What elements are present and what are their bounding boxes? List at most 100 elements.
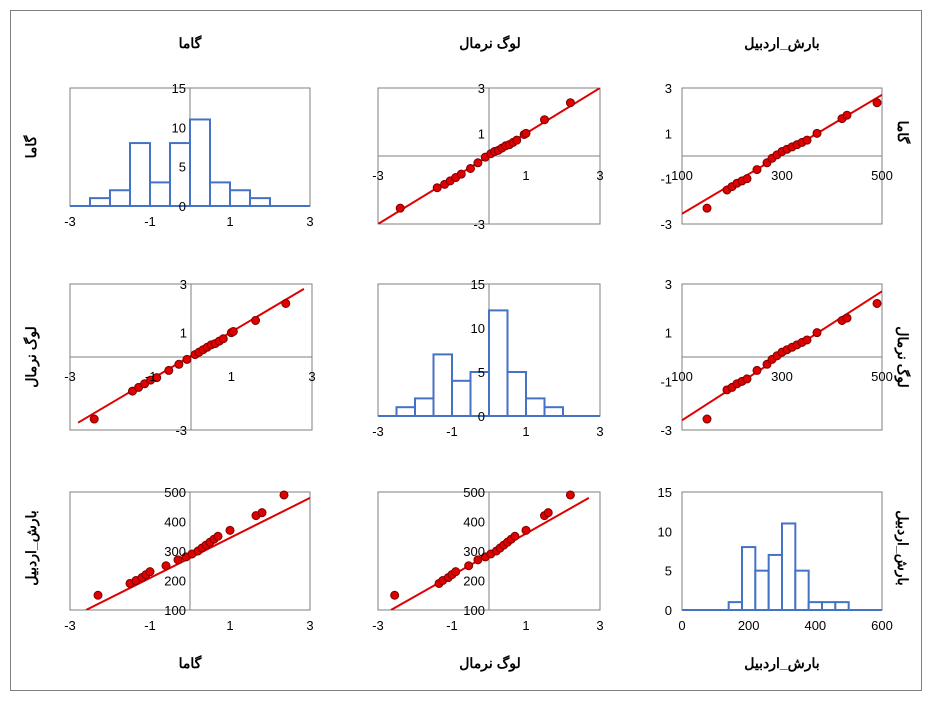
histogram-bar xyxy=(781,522,797,612)
data-point xyxy=(752,165,762,175)
histogram-bar xyxy=(741,546,757,611)
y-tick-label: 15 xyxy=(172,81,186,96)
y-tick-label: 200 xyxy=(463,574,485,589)
y-tick-label: 500 xyxy=(463,485,485,500)
panel-precip-vs-lognormal: 100 300 500 -3 -1 1 3 xyxy=(660,277,892,438)
y-tick-label: -3 xyxy=(660,423,672,438)
x-tick-label: -1 xyxy=(144,214,156,229)
x-tick-label: 1 xyxy=(522,424,529,439)
histogram-bar xyxy=(109,189,131,207)
data-point xyxy=(565,490,575,500)
histogram-bar xyxy=(488,309,509,417)
y-tick-label: 15 xyxy=(471,277,485,292)
data-point xyxy=(510,531,520,541)
x-tick-label: 3 xyxy=(308,369,315,384)
column-header-precip: بارش_اردبیل xyxy=(744,35,819,52)
data-point xyxy=(872,298,882,308)
data-point xyxy=(521,128,531,138)
data-point xyxy=(543,508,553,518)
data-point xyxy=(225,525,235,535)
histogram-bar xyxy=(395,406,416,418)
histogram-bar xyxy=(209,181,231,207)
y-tick-label: 5 xyxy=(179,160,186,175)
x-tick-label: 300 xyxy=(771,369,793,384)
histogram-bar xyxy=(149,181,171,207)
data-point xyxy=(218,334,228,344)
row-label-precip-right: بارش_اردبیل xyxy=(894,510,911,585)
data-point xyxy=(842,110,852,120)
y-tick-label: 200 xyxy=(164,574,186,589)
data-point xyxy=(742,174,752,184)
data-point xyxy=(702,414,712,424)
y-tick-label: 15 xyxy=(658,485,672,500)
x-tick-label: 400 xyxy=(804,618,826,633)
histogram-bar xyxy=(189,118,211,207)
x-tick-label: 1 xyxy=(228,369,235,384)
histogram-bar xyxy=(451,379,472,417)
y-tick-label: 0 xyxy=(665,603,672,618)
x-tick-label: -3 xyxy=(372,424,384,439)
y-tick-label: 300 xyxy=(463,544,485,559)
panel-lognormal-lognormal-histogram: -3 -1 1 3 0 5 10 15 xyxy=(372,277,603,439)
y-tick-label: 100 xyxy=(463,603,485,618)
y-tick-label: 5 xyxy=(665,564,672,579)
y-tick-label: 10 xyxy=(172,120,186,135)
data-point xyxy=(872,98,882,108)
panel-precip-precip-histogram: 0 200 400 600 0 5 10 15 xyxy=(658,485,893,633)
y-tick-label: 300 xyxy=(164,544,186,559)
x-tick-label: -3 xyxy=(64,618,76,633)
x-tick-label: 3 xyxy=(596,424,603,439)
x-tick-label: -1 xyxy=(144,618,156,633)
histogram-bar xyxy=(794,569,810,612)
x-tick-label: -3 xyxy=(64,369,76,384)
data-point xyxy=(161,561,171,571)
data-point xyxy=(473,555,483,565)
histogram-bar xyxy=(834,601,850,612)
y-tick-label: -1 xyxy=(660,374,672,389)
data-point xyxy=(565,98,575,108)
panel-precip-vs-gamma: 100 300 500 -3 -1 1 3 xyxy=(660,81,892,232)
data-point xyxy=(213,531,223,541)
column-header-gamma: گاما xyxy=(179,35,202,51)
y-tick-label: 10 xyxy=(471,321,485,336)
data-point xyxy=(456,169,466,179)
x-tick-label: -3 xyxy=(372,168,384,183)
bottom-label-lognormal: لوگ نرمال xyxy=(459,655,520,672)
data-point xyxy=(395,203,405,213)
x-tick-label: 100 xyxy=(671,369,693,384)
data-point xyxy=(540,115,549,125)
histogram-bar xyxy=(807,601,824,612)
data-point xyxy=(145,567,155,577)
y-tick-label: 400 xyxy=(463,515,485,530)
data-point xyxy=(279,490,289,500)
data-point xyxy=(702,203,712,213)
row-label-lognormal-left: لوگ نرمال xyxy=(23,326,40,387)
histogram-bar xyxy=(727,601,744,612)
row-label-precip-left: بارش_اردبیل xyxy=(23,510,40,585)
panel-gamma-vs-lognormal: -3 -1 1 3 -3 1 3 xyxy=(64,277,315,438)
data-point xyxy=(812,128,822,138)
panel-lognormal-vs-gamma: -3 1 3 -3 1 3 xyxy=(372,81,603,232)
histogram-bar xyxy=(432,353,453,417)
x-tick-label: 100 xyxy=(671,168,693,183)
y-tick-label: 1 xyxy=(665,126,672,141)
histogram-bar xyxy=(229,189,251,207)
panel-gamma-gamma-histogram: -3 -1 1 3 0 5 10 15 xyxy=(64,81,313,229)
histogram-bar xyxy=(525,397,546,417)
data-point xyxy=(390,590,400,600)
x-tick-label: 1 xyxy=(522,168,529,183)
data-point xyxy=(432,183,442,193)
column-header-lognormal: لوگ نرمال xyxy=(459,35,520,52)
x-tick-label: 1 xyxy=(226,618,233,633)
y-tick-label: 5 xyxy=(478,365,485,380)
data-point xyxy=(451,567,461,577)
data-point xyxy=(512,135,522,145)
y-tick-label: 500 xyxy=(164,485,186,500)
histogram-bar xyxy=(767,553,784,612)
x-tick-label: -1 xyxy=(446,618,458,633)
data-point xyxy=(752,365,762,375)
histogram-bar xyxy=(506,371,527,417)
y-tick-label: 1 xyxy=(665,326,672,341)
